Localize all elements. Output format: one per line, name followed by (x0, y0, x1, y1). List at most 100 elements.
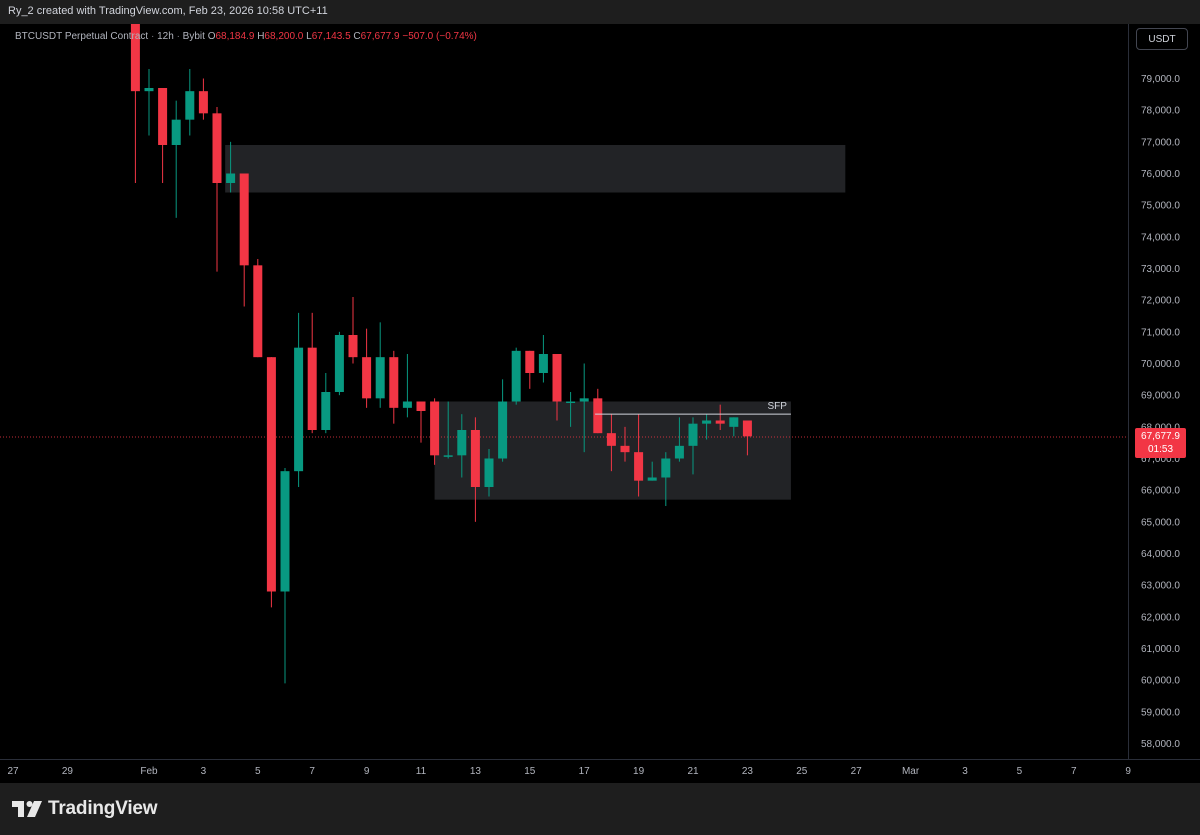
x-tick-label: 13 (470, 766, 482, 777)
candle-body (484, 458, 494, 487)
candle (294, 312, 304, 487)
x-tick-label: 19 (633, 766, 645, 777)
x-tick-label: 17 (579, 766, 591, 777)
y-tick-label: 60,000.0 (1141, 676, 1180, 687)
candle-body (511, 350, 521, 402)
candle-body (566, 401, 576, 403)
x-tick-label: 3 (962, 766, 968, 777)
sfp-label: SFP (767, 401, 787, 412)
top-bar: Ry_2 created with TradingView.com, Feb 2… (0, 0, 1200, 24)
candle (715, 404, 725, 430)
symbol-legend[interactable]: BTCUSDT Perpetual Contract · 12h · Bybit… (15, 31, 477, 42)
x-tick-label: 5 (255, 766, 261, 777)
candle-body (525, 350, 535, 373)
candle (171, 100, 181, 218)
tradingview-logo[interactable]: TradingView (12, 797, 158, 821)
x-tick-label: 27 (7, 766, 19, 777)
currency-button[interactable]: USDT (1136, 28, 1188, 50)
candle-body (647, 477, 657, 481)
x-tick-label: 25 (796, 766, 808, 777)
y-tick-label: 67,000.0 (1141, 454, 1180, 465)
x-tick-label: Feb (140, 766, 158, 777)
candle-body (307, 347, 317, 430)
candle-body (362, 357, 372, 399)
brand-name: TradingView (48, 798, 158, 819)
y-tick-label: 62,000.0 (1141, 612, 1180, 623)
legend-exchange: Bybit (182, 31, 205, 42)
x-tick-label: 15 (524, 766, 536, 777)
candle-body (634, 452, 644, 481)
candle-body (702, 420, 712, 424)
candlestick-chart[interactable]: SFP 58,000.0 59,000.0 60,000.0 61,000.0 62,0… (0, 24, 1200, 783)
legend-open-label: O (207, 31, 216, 42)
candle (362, 328, 372, 408)
candle-body (334, 335, 344, 392)
legend-change: −507.0 (−0.74%) (402, 31, 477, 42)
legend-open-value: 68,184.9 (215, 31, 255, 42)
candle-body (198, 91, 208, 114)
candle-body (688, 423, 698, 446)
candle (620, 426, 630, 462)
x-tick-label: 3 (201, 766, 207, 777)
candle (253, 259, 263, 358)
y-tick-label: 65,000.0 (1141, 517, 1180, 528)
candle-body (389, 357, 399, 408)
candle (389, 350, 399, 424)
candle (158, 88, 168, 183)
axes-layer: 58,000.0 59,000.0 60,000.0 61,000.0 62,000.0… (0, 24, 1200, 777)
candle (647, 461, 657, 481)
candle (457, 414, 467, 478)
candle-body (130, 24, 140, 92)
candle (688, 417, 698, 475)
y-tick-label: 64,000.0 (1141, 549, 1180, 560)
legend-close-value: 67,677.9 (360, 31, 400, 42)
candle (443, 401, 453, 459)
tradingview-logo-icon (12, 801, 42, 817)
candle (402, 354, 412, 418)
chart-area[interactable]: SFP 58,000.0 59,000.0 60,000.0 61,000.0 62,0… (0, 24, 1200, 783)
x-tick-label: 29 (62, 766, 74, 777)
candle-body (457, 430, 467, 456)
candle-body (321, 392, 331, 430)
supply-zone (225, 145, 846, 193)
chart-credit: Ry_2 created with TradingView.com, Feb 2… (8, 5, 328, 17)
candle (266, 357, 276, 608)
candle (198, 78, 208, 120)
last-price-tag: 67,677.9 01:53 (1135, 428, 1186, 458)
y-tick-label: 69,000.0 (1141, 391, 1180, 402)
candle-body (729, 417, 739, 427)
annotations-layer: SFP (595, 401, 791, 415)
y-tick-label: 74,000.0 (1141, 232, 1180, 243)
candle (321, 373, 331, 434)
candle-body (239, 173, 249, 266)
candle (280, 468, 290, 684)
candle (566, 392, 576, 427)
candle-body (212, 113, 222, 183)
candle (498, 379, 508, 462)
candle-body (348, 335, 358, 358)
candle (130, 24, 140, 183)
y-tick-label: 73,000.0 (1141, 264, 1180, 275)
candle (742, 420, 752, 456)
y-tick-label: 66,000.0 (1141, 486, 1180, 497)
bottom-bar (0, 783, 1200, 835)
legend-low-value: 67,143.5 (311, 31, 351, 42)
legend-high-label: H (257, 31, 265, 42)
candle-body (158, 88, 168, 145)
candles-layer (130, 24, 752, 684)
candle-body (715, 420, 725, 424)
y-tick-label: 76,000.0 (1141, 169, 1180, 180)
y-tick-label: 78,000.0 (1141, 106, 1180, 117)
candle-body (280, 471, 290, 592)
candle-body (253, 265, 263, 358)
candle-body (171, 119, 181, 145)
candle-body (226, 173, 236, 183)
legend-interval: 12h (157, 31, 174, 42)
y-tick-label: 59,000.0 (1141, 707, 1180, 718)
candle-body (416, 401, 426, 411)
candle (525, 350, 535, 389)
candle-body (430, 401, 440, 456)
candle-body (266, 357, 276, 592)
x-tick-label: 27 (851, 766, 863, 777)
y-tick-label: 77,000.0 (1141, 137, 1180, 148)
